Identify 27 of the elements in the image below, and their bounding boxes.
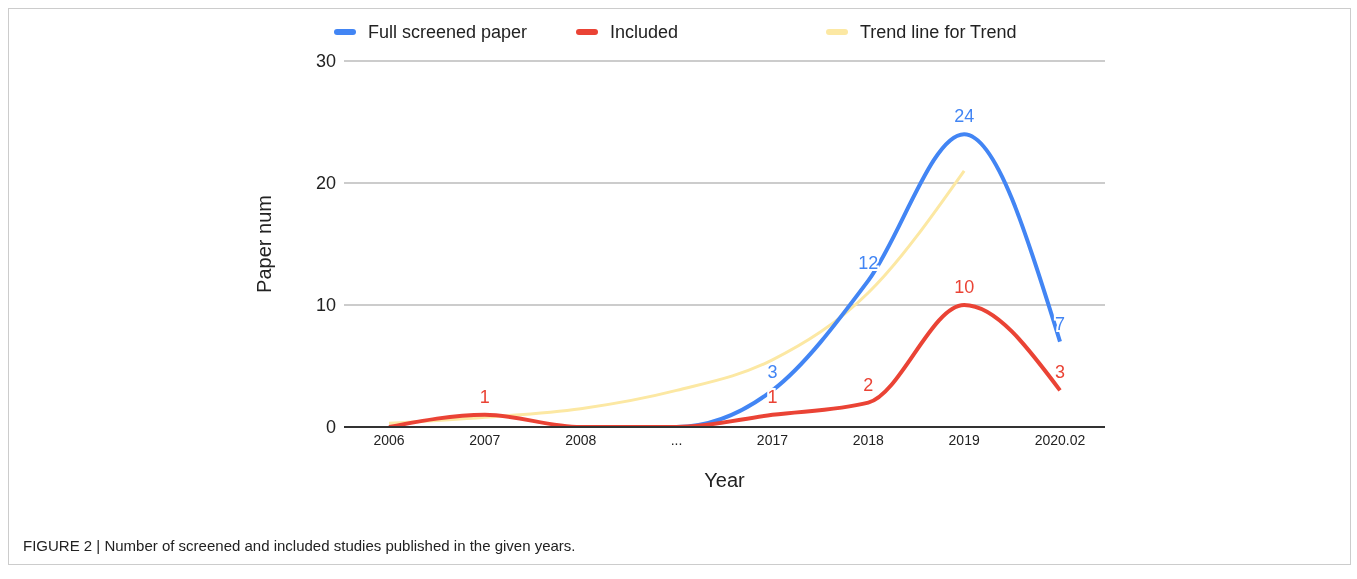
x-tick-label: 2019 xyxy=(948,431,980,448)
y-tick-label: 0 xyxy=(325,417,336,438)
y-tick-label: 10 xyxy=(315,295,336,316)
x-tick-label: 2020.02 xyxy=(1034,431,1086,448)
data-label: 2 xyxy=(863,374,874,395)
y-tick-label: 20 xyxy=(315,173,336,194)
y-axis-title: Paper num xyxy=(253,195,276,293)
legend-label: Trend line for Trend xyxy=(860,21,1017,43)
legend-label: Included xyxy=(610,21,679,43)
x-tick-label: 2017 xyxy=(756,431,789,448)
data-label: 24 xyxy=(954,106,975,127)
legend-label: Full screened paper xyxy=(368,21,528,43)
x-tick-label: 2018 xyxy=(852,431,885,448)
x-tick-label: ... xyxy=(670,431,683,448)
x-tick-label: 2008 xyxy=(565,431,597,448)
data-label: 3 xyxy=(767,362,778,383)
data-label: 12 xyxy=(858,252,879,273)
data-label: 10 xyxy=(954,277,975,297)
x-tick-label: 2006 xyxy=(373,431,405,448)
x-axis-title: Year xyxy=(704,469,746,491)
x-tick-label: 2007 xyxy=(469,431,501,448)
data-label: 3 xyxy=(1054,362,1066,383)
data-label: 7 xyxy=(1054,313,1066,334)
data-label: 1 xyxy=(479,386,490,407)
y-tick-label: 30 xyxy=(315,51,336,72)
caption: FIGURE 2 | Number of screened and included studies published in the given years. xyxy=(22,537,577,556)
data-label: 1 xyxy=(767,386,778,407)
